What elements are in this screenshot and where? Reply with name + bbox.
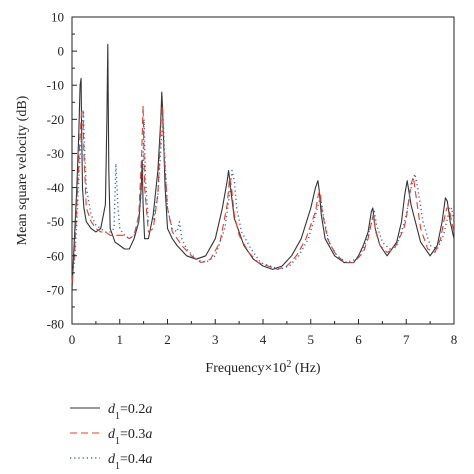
- series-line-1: [71, 43, 455, 290]
- y-tick-label: 10: [51, 10, 64, 25]
- y-tick-label: -40: [47, 180, 64, 195]
- y-tick-label: -10: [47, 78, 64, 93]
- series-line-2: [71, 105, 455, 284]
- x-tick-label: 4: [260, 332, 267, 347]
- y-tick-label: 0: [58, 44, 65, 59]
- legend: d1=0.2a d1=0.3a d1=0.4a: [70, 402, 152, 472]
- y-tick-label: -70: [47, 282, 64, 297]
- y-tick-label: -50: [47, 214, 64, 229]
- x-tick-label: 1: [117, 332, 124, 347]
- series-line-3: [71, 111, 455, 277]
- x-axis-label: Frequency×102 (Hz): [205, 359, 320, 377]
- y-axis: 10 0 -10 -20 -30 -40 -50 -60 -70 -80: [47, 10, 77, 332]
- y-tick-label: -30: [47, 146, 64, 161]
- y-tick-label: -20: [47, 112, 64, 127]
- x-tick-label: 2: [164, 332, 171, 347]
- x-axis-label-exponent: 2: [286, 359, 291, 370]
- legend-label-2: d1=0.3a: [108, 427, 152, 447]
- x-tick-label: 0: [69, 332, 76, 347]
- y-tick-label: -80: [47, 317, 64, 332]
- x-tick-label: 8: [451, 332, 458, 347]
- y-tick-label: -60: [47, 248, 64, 263]
- plot-area: [71, 16, 455, 325]
- legend-label-1: d1=0.2a: [108, 402, 152, 422]
- y-axis-label: Mean square velocity (dB): [15, 95, 30, 245]
- series-layer: [71, 43, 455, 290]
- x-tick-label: 7: [403, 332, 410, 347]
- x-axis: 0 1 2 3 4 5 6 7 8: [69, 319, 458, 347]
- plot-frame: [71, 16, 455, 325]
- x-tick-label: 5: [308, 332, 315, 347]
- x-tick-label: 6: [355, 332, 362, 347]
- legend-label-3: d1=0.4a: [108, 452, 152, 472]
- x-tick-label: 3: [212, 332, 219, 347]
